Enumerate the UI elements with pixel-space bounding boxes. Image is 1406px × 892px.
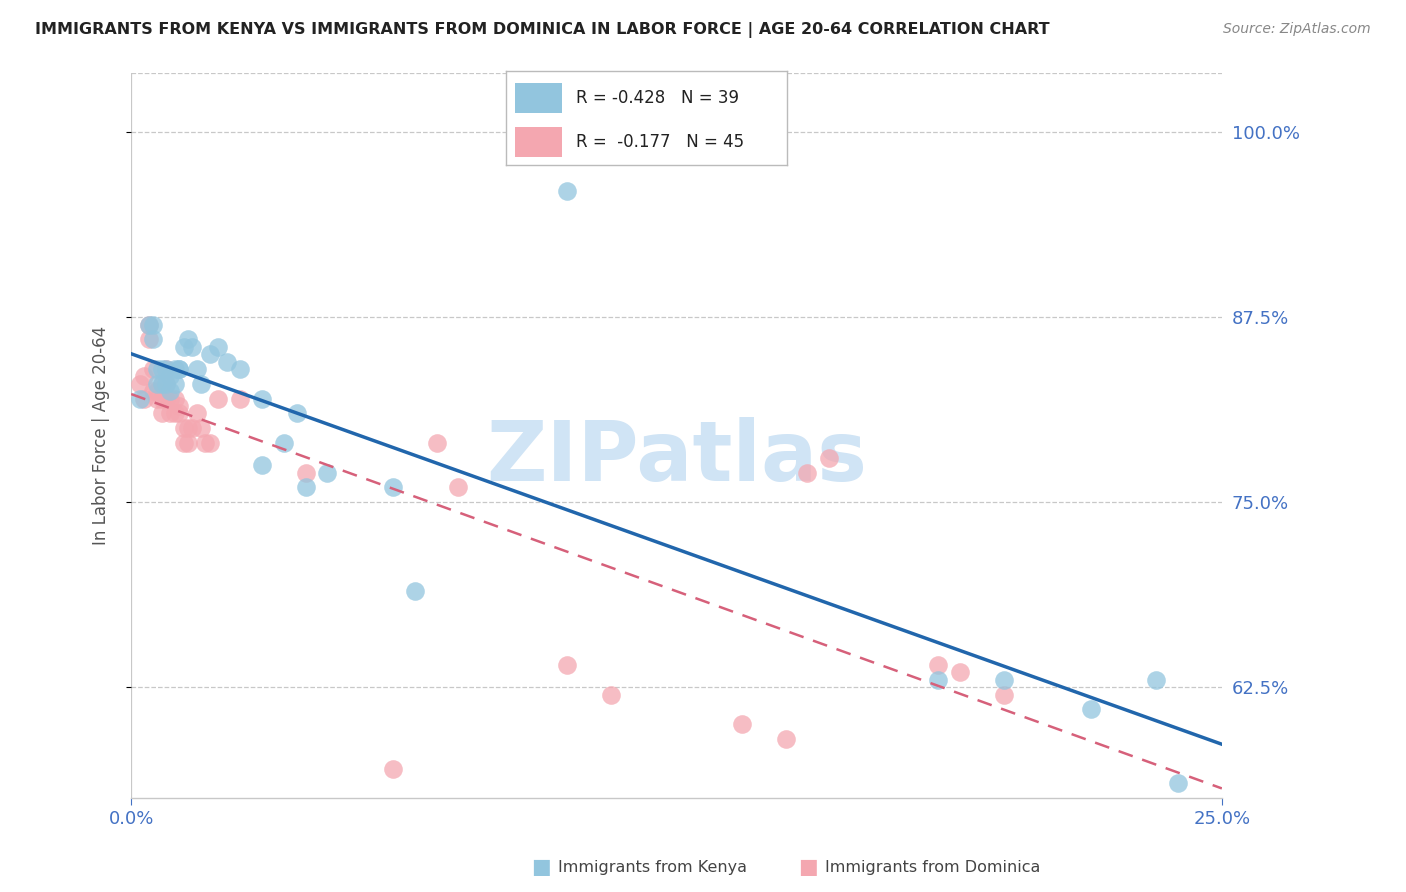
Point <box>316 466 339 480</box>
Point <box>150 376 173 391</box>
Point <box>146 376 169 391</box>
Point <box>927 657 949 672</box>
Point <box>273 436 295 450</box>
Text: Immigrants from Kenya: Immigrants from Kenya <box>558 860 747 874</box>
Point <box>557 185 579 199</box>
Point <box>142 362 165 376</box>
Point <box>167 399 190 413</box>
Point <box>404 583 426 598</box>
Point <box>155 362 177 376</box>
Point <box>993 673 1015 687</box>
Point <box>186 406 208 420</box>
Point <box>146 362 169 376</box>
Point <box>600 688 623 702</box>
Point <box>146 384 169 399</box>
Point <box>173 421 195 435</box>
Point <box>173 340 195 354</box>
Point <box>796 466 818 480</box>
Point <box>150 362 173 376</box>
Point <box>1080 702 1102 716</box>
Point <box>993 688 1015 702</box>
Point <box>250 458 273 472</box>
Text: Source: ZipAtlas.com: Source: ZipAtlas.com <box>1223 22 1371 37</box>
Point <box>150 376 173 391</box>
Text: R = -0.428   N = 39: R = -0.428 N = 39 <box>576 88 740 106</box>
Point <box>138 318 160 332</box>
Point <box>229 392 252 406</box>
Point <box>142 332 165 346</box>
Point <box>159 392 181 406</box>
Point <box>128 376 150 391</box>
Point <box>217 354 239 368</box>
Point <box>163 362 186 376</box>
Point <box>927 673 949 687</box>
Text: ZIPatlas: ZIPatlas <box>486 417 868 498</box>
Point <box>229 362 252 376</box>
Point <box>159 384 181 399</box>
Point <box>150 406 173 420</box>
FancyBboxPatch shape <box>515 127 562 157</box>
Point <box>775 731 797 746</box>
Text: IMMIGRANTS FROM KENYA VS IMMIGRANTS FROM DOMINICA IN LABOR FORCE | AGE 20-64 COR: IMMIGRANTS FROM KENYA VS IMMIGRANTS FROM… <box>35 22 1050 38</box>
Point <box>155 376 177 391</box>
Point <box>163 406 186 420</box>
Point <box>163 376 186 391</box>
Text: Immigrants from Dominica: Immigrants from Dominica <box>825 860 1040 874</box>
FancyBboxPatch shape <box>515 83 562 112</box>
Point <box>159 406 181 420</box>
Point <box>207 392 229 406</box>
Point <box>155 392 177 406</box>
Point <box>146 392 169 406</box>
Point <box>181 340 204 354</box>
Point <box>426 436 449 450</box>
Point <box>1146 673 1168 687</box>
Point <box>150 392 173 406</box>
Point <box>177 332 200 346</box>
Point <box>194 436 217 450</box>
Point <box>207 340 229 354</box>
Point <box>142 384 165 399</box>
Point <box>142 318 165 332</box>
Point <box>381 480 404 494</box>
Text: ■: ■ <box>799 857 818 877</box>
Point <box>128 392 150 406</box>
Point <box>181 421 204 435</box>
Point <box>163 392 186 406</box>
Point <box>167 362 190 376</box>
Point <box>186 362 208 376</box>
Point <box>167 406 190 420</box>
Point <box>250 392 273 406</box>
Point <box>138 332 160 346</box>
Point <box>134 369 156 384</box>
Point <box>949 665 972 680</box>
Point <box>134 392 156 406</box>
Point <box>177 421 200 435</box>
Point <box>818 450 841 465</box>
Text: ■: ■ <box>531 857 551 877</box>
Y-axis label: In Labor Force | Age 20-64: In Labor Force | Age 20-64 <box>93 326 110 545</box>
Point <box>1167 776 1189 790</box>
Point <box>190 376 212 391</box>
Point <box>198 347 221 361</box>
Point <box>190 421 212 435</box>
Text: R =  -0.177   N = 45: R = -0.177 N = 45 <box>576 133 745 151</box>
Point <box>155 376 177 391</box>
Point <box>285 406 308 420</box>
Point <box>159 369 181 384</box>
Point <box>167 362 190 376</box>
Point <box>557 657 579 672</box>
Point <box>173 436 195 450</box>
Point <box>177 436 200 450</box>
Point <box>447 480 470 494</box>
Point <box>198 436 221 450</box>
Point <box>155 362 177 376</box>
Point <box>294 480 316 494</box>
Point <box>294 466 316 480</box>
Point <box>731 717 754 731</box>
Point <box>138 318 160 332</box>
Point <box>381 762 404 776</box>
